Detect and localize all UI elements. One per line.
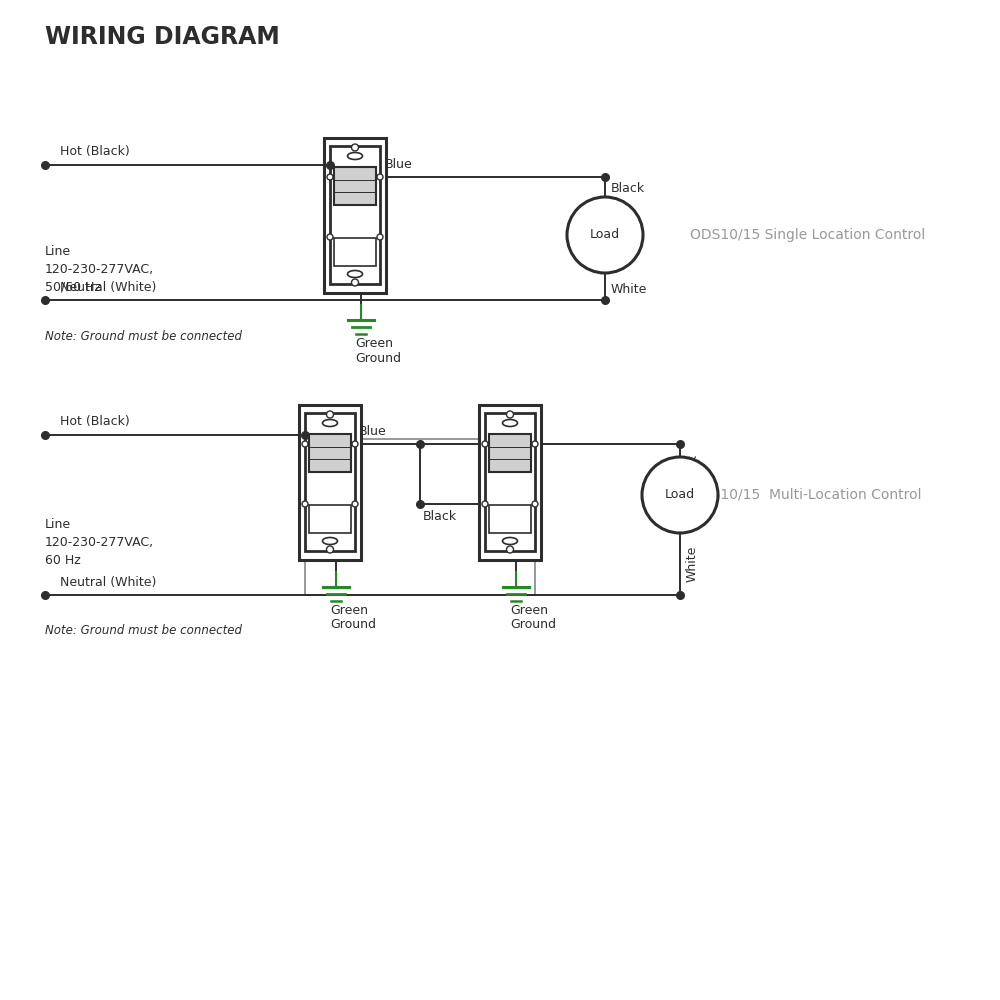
- Circle shape: [377, 174, 383, 180]
- Circle shape: [352, 144, 358, 151]
- Bar: [305, 439, 535, 595]
- Text: Note: Ground must be connected: Note: Ground must be connected: [45, 330, 242, 343]
- Circle shape: [506, 411, 514, 418]
- Text: Black: Black: [423, 510, 457, 523]
- Circle shape: [532, 441, 538, 447]
- Text: WIRING DIAGRAM: WIRING DIAGRAM: [45, 25, 280, 49]
- Circle shape: [377, 234, 383, 240]
- Bar: [485, 413, 535, 551]
- Circle shape: [352, 279, 358, 286]
- Text: Load: Load: [590, 229, 620, 241]
- Text: Hot (Black): Hot (Black): [60, 415, 130, 428]
- Ellipse shape: [322, 538, 338, 544]
- Ellipse shape: [502, 420, 518, 426]
- Circle shape: [327, 234, 333, 240]
- Text: Line
120-230-277VAC,
60 Hz: Line 120-230-277VAC, 60 Hz: [45, 518, 154, 567]
- Ellipse shape: [502, 538, 518, 544]
- Ellipse shape: [348, 270, 362, 277]
- Text: Blue: Blue: [385, 158, 413, 171]
- Circle shape: [326, 411, 334, 418]
- Text: Neutral (White): Neutral (White): [60, 281, 156, 294]
- Circle shape: [352, 501, 358, 507]
- Text: Green
Ground: Green Ground: [330, 604, 376, 632]
- Text: White: White: [611, 283, 647, 296]
- Bar: [489, 505, 531, 533]
- Text: Blue: Blue: [484, 425, 512, 438]
- Text: Green
Ground: Green Ground: [355, 337, 401, 365]
- Circle shape: [482, 501, 488, 507]
- Text: Hot (Black): Hot (Black): [60, 145, 130, 158]
- Circle shape: [327, 174, 333, 180]
- Text: White: White: [686, 546, 699, 582]
- Circle shape: [642, 457, 718, 533]
- Text: Black: Black: [308, 442, 342, 455]
- Text: ODS10/15 Single Location Control: ODS10/15 Single Location Control: [690, 228, 925, 242]
- Bar: [334, 238, 376, 266]
- Text: Load: Load: [665, 488, 695, 502]
- Text: Black: Black: [686, 452, 699, 487]
- Bar: [305, 413, 355, 551]
- Bar: [309, 505, 351, 533]
- Bar: [334, 167, 376, 205]
- Bar: [330, 146, 380, 284]
- Text: ODS10/15  Multi-Location Control: ODS10/15 Multi-Location Control: [690, 488, 922, 502]
- Circle shape: [532, 501, 538, 507]
- Bar: [479, 405, 541, 560]
- Bar: [324, 137, 386, 293]
- Text: Neutral (White): Neutral (White): [60, 576, 156, 589]
- Circle shape: [506, 546, 514, 553]
- Text: Black: Black: [333, 172, 367, 185]
- Text: Blue: Blue: [359, 425, 387, 438]
- Text: Black: Black: [611, 182, 645, 195]
- Circle shape: [352, 441, 358, 447]
- Bar: [299, 405, 361, 560]
- Circle shape: [482, 441, 488, 447]
- Text: Note: Ground must be connected: Note: Ground must be connected: [45, 624, 242, 637]
- Circle shape: [326, 546, 334, 553]
- Ellipse shape: [348, 152, 362, 159]
- Bar: [489, 434, 531, 472]
- Text: Green
Ground: Green Ground: [510, 604, 556, 632]
- Ellipse shape: [322, 420, 338, 426]
- Bar: [309, 434, 351, 472]
- Text: Line
120-230-277VAC,
50/60 Hz: Line 120-230-277VAC, 50/60 Hz: [45, 245, 154, 294]
- Circle shape: [302, 501, 308, 507]
- Circle shape: [302, 441, 308, 447]
- Circle shape: [567, 197, 643, 273]
